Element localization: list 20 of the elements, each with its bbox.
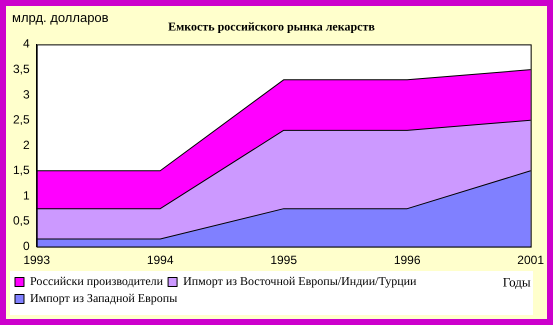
y-tick-label: 4 bbox=[22, 36, 30, 51]
x-tick-label: 2001 bbox=[517, 253, 544, 268]
y-tick-label: 2 bbox=[22, 138, 30, 152]
x-tick-label: 1996 bbox=[394, 253, 421, 268]
y-tick-label: 1,5 bbox=[12, 163, 30, 178]
y-tick-label: 3 bbox=[22, 87, 30, 102]
x-tick-label: 1993 bbox=[23, 253, 50, 268]
x-axis-title: Годы bbox=[502, 274, 531, 290]
y-tick-label: 0 bbox=[22, 238, 30, 253]
y-tick-label: 1 bbox=[22, 188, 30, 202]
legend-label: Импорт из Западной Европы bbox=[30, 291, 178, 306]
y-tick-label: 2,5 bbox=[12, 112, 30, 127]
x-tick-label: 1995 bbox=[270, 253, 298, 268]
y-tick-label: 0,5 bbox=[12, 214, 30, 228]
legend-label: Российски производители bbox=[30, 274, 164, 288]
y-tick-label: 3,5 bbox=[12, 62, 30, 76]
legend-label: Ипморт из Восточной Европы/Индии/Турции bbox=[183, 274, 418, 288]
y-axis-title: млрд. долларов bbox=[12, 10, 109, 26]
x-tick-label: 1994 bbox=[146, 253, 174, 268]
chart-title: Емкость российского рынка лекарств bbox=[168, 19, 376, 34]
